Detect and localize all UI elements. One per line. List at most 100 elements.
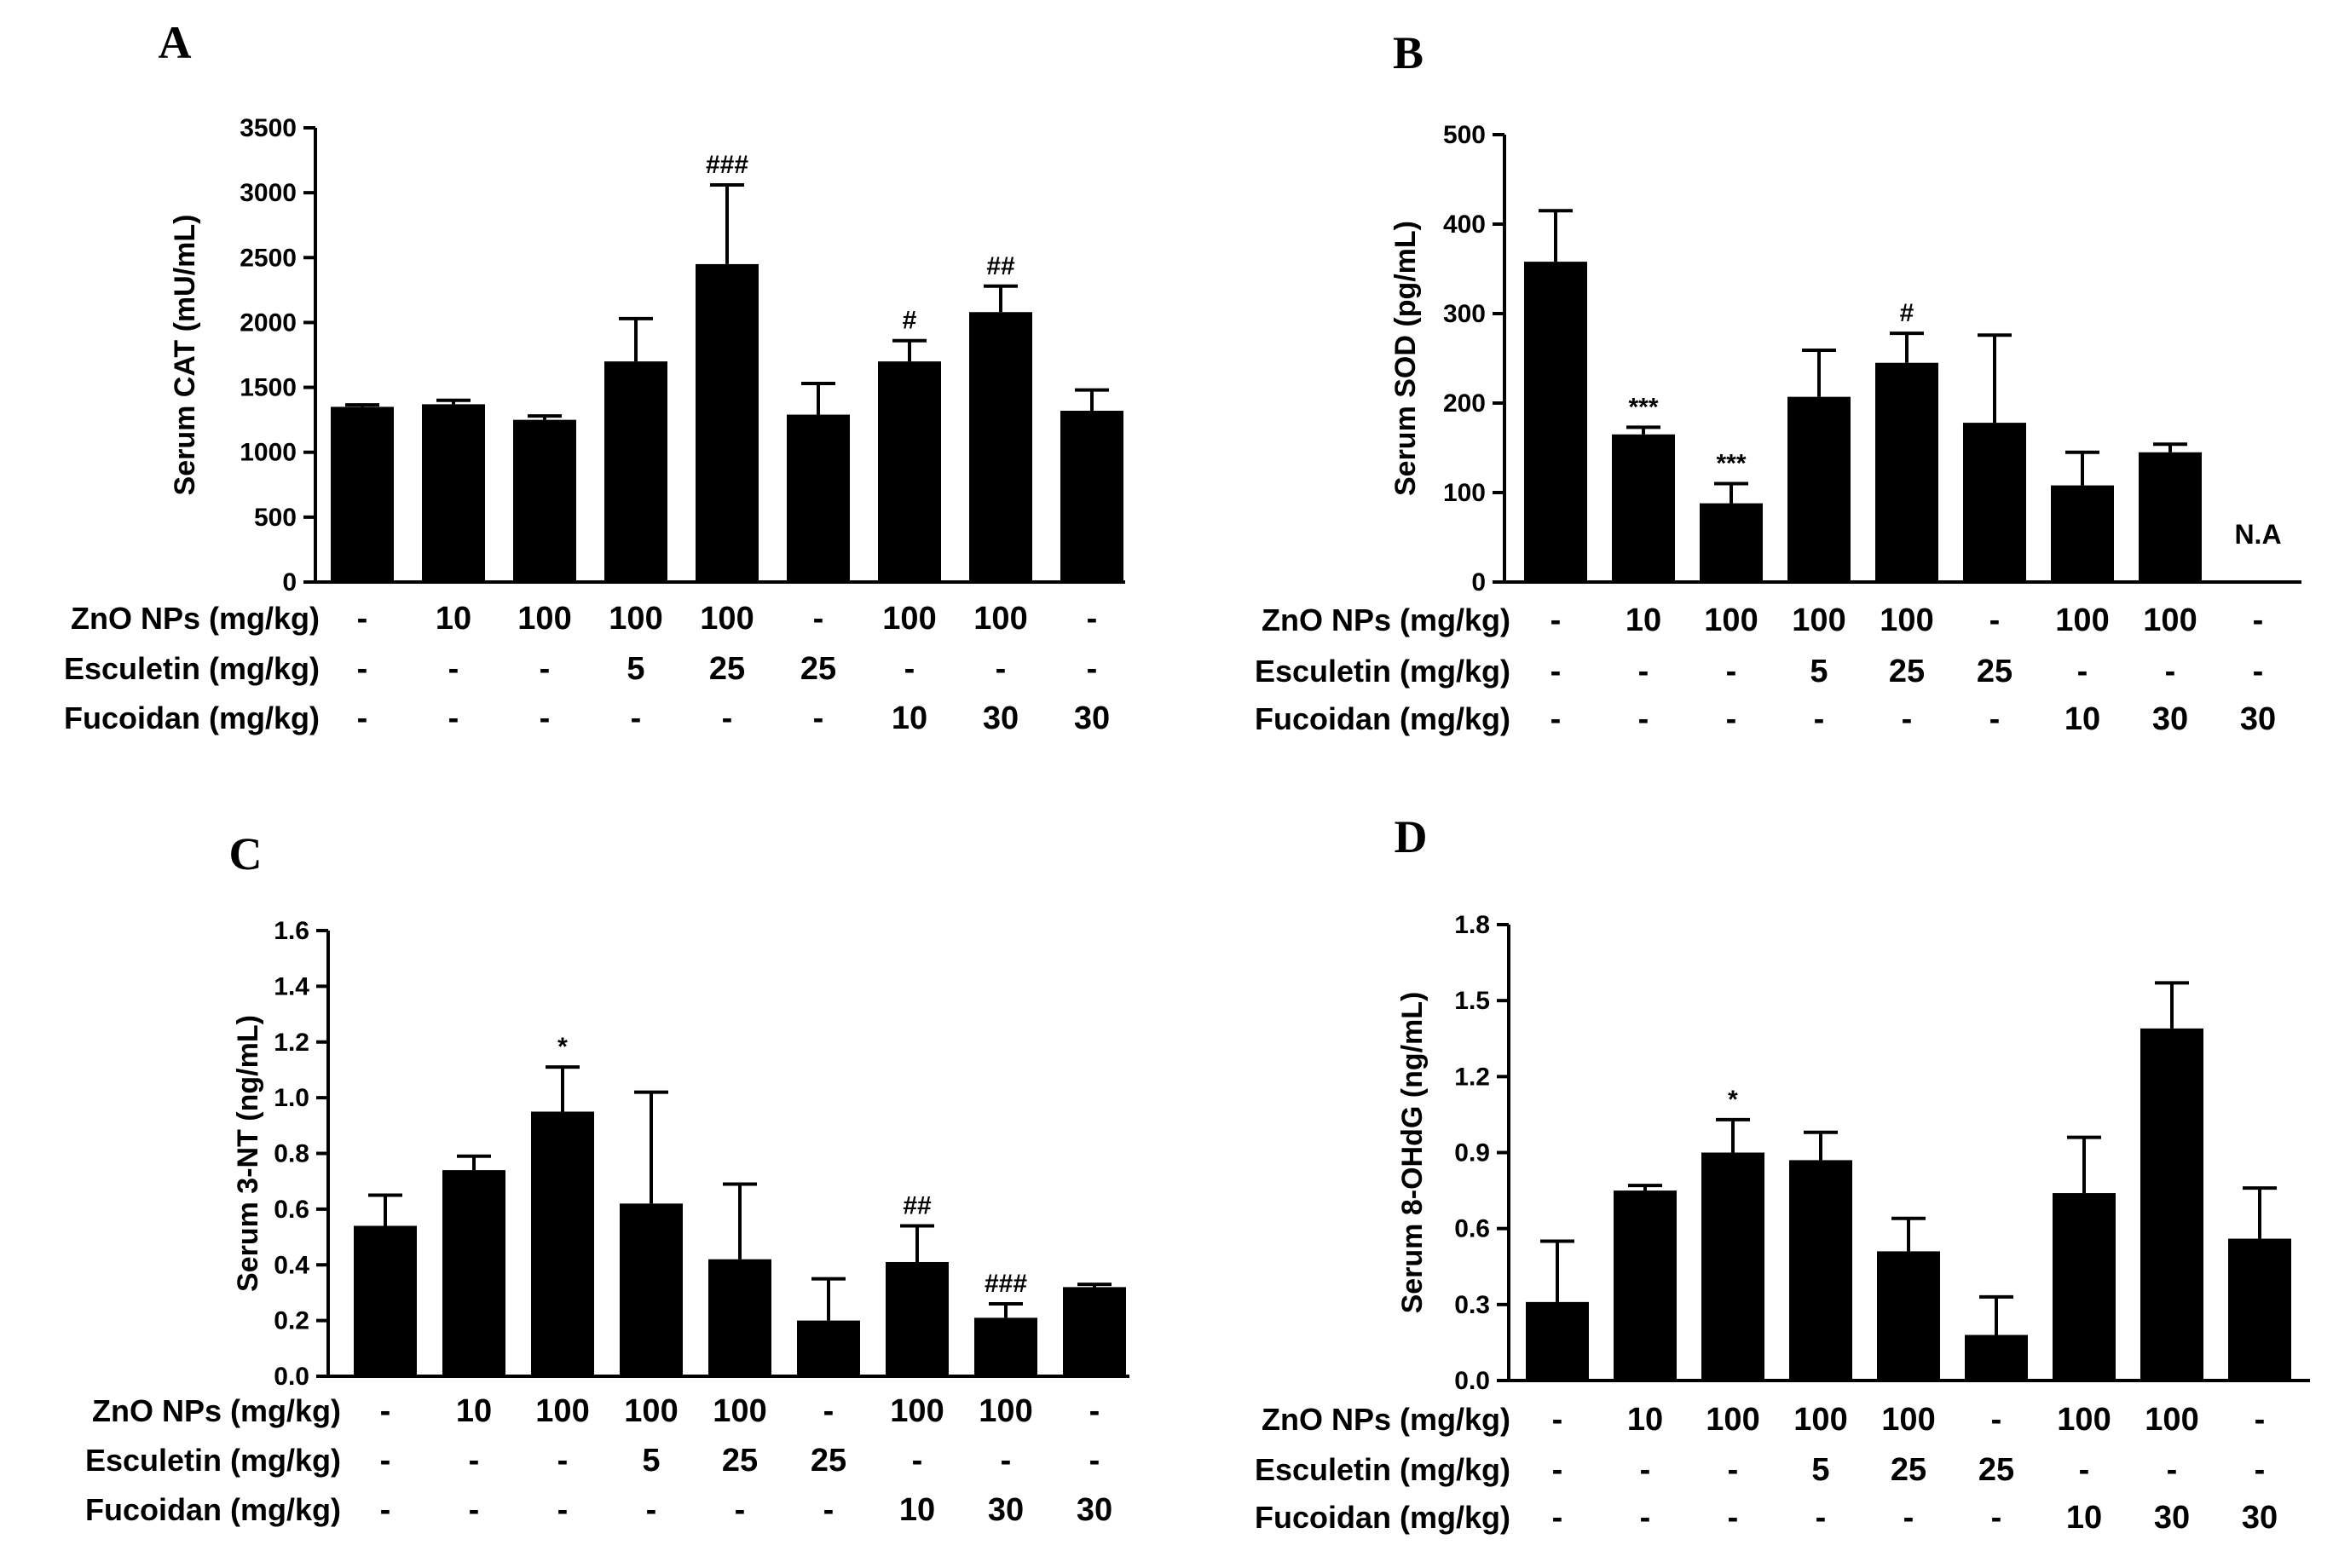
treatment-cell: - — [631, 700, 642, 736]
treatment-cell: 100 — [535, 1393, 589, 1429]
bar — [1963, 423, 2026, 582]
treatment-row-label: Fucoidan (mg/kg) — [64, 700, 320, 735]
treatment-cell: - — [357, 651, 368, 687]
treatment-cell: 30 — [2240, 701, 2276, 737]
treatment-cell: - — [813, 700, 824, 736]
treatment-cell: - — [1728, 1500, 1739, 1536]
y-tick-label: 0.2 — [274, 1307, 309, 1335]
y-tick-label: 500 — [254, 504, 297, 532]
y-tick-label: 0 — [282, 568, 297, 597]
treatment-cell: - — [1638, 654, 1649, 689]
treatment-cell: - — [2079, 1452, 2090, 1488]
y-tick-label: 1.0 — [274, 1084, 309, 1112]
treatment-cell: 100 — [2145, 1402, 2198, 1438]
treatment-cell: 25 — [1978, 1452, 2014, 1488]
bar — [1875, 362, 1938, 582]
bar — [1614, 1190, 1677, 1381]
y-axis-title: Serum 3-NT (ng/mL) — [232, 1015, 264, 1292]
treatment-cell: - — [1726, 654, 1737, 689]
treatment-cell: - — [1087, 601, 1098, 637]
treatment-cell: 30 — [1074, 700, 1110, 736]
treatment-cell: 30 — [983, 700, 1019, 736]
y-tick-label: 1.8 — [1454, 911, 1490, 939]
significance-marker: # — [1900, 299, 1914, 327]
bar — [620, 1203, 683, 1376]
treatment-cell: 5 — [1810, 654, 1828, 689]
na-label: N.A — [2234, 519, 2281, 550]
treatment-cell: 100 — [713, 1393, 766, 1429]
treatment-cell: 10 — [899, 1492, 935, 1528]
treatment-cell: 25 — [722, 1443, 758, 1479]
bar — [1877, 1251, 1940, 1381]
treatment-cell: 100 — [979, 1393, 1032, 1429]
y-tick-label: 0.4 — [274, 1251, 309, 1279]
treatment-cell: 10 — [892, 700, 927, 736]
treatment-cell: 10 — [436, 601, 471, 637]
treatment-cell: - — [2077, 654, 2088, 689]
treatment-cell: - — [1816, 1500, 1827, 1536]
bar — [797, 1320, 860, 1376]
treatment-cell: 5 — [642, 1443, 660, 1479]
y-tick-label: 0.9 — [1454, 1139, 1490, 1167]
bar — [696, 263, 759, 582]
treatment-cell: - — [912, 1443, 923, 1479]
treatment-cell: 100 — [1793, 1402, 1847, 1438]
bar — [442, 1170, 505, 1376]
y-tick-label: 2000 — [240, 308, 297, 337]
bar — [2053, 1193, 2116, 1381]
treatment-row-label: Fucoidan (mg/kg) — [1255, 701, 1510, 736]
treatment-row-label: Esculetin (mg/kg) — [1255, 654, 1510, 689]
treatment-cell: 100 — [624, 1393, 678, 1429]
panel-letter: B — [1393, 27, 1423, 78]
treatment-row-label: Esculetin (mg/kg) — [85, 1443, 341, 1478]
bar — [422, 404, 485, 582]
treatment-cell: 10 — [456, 1393, 492, 1429]
treatment-cell: - — [823, 1492, 834, 1528]
treatment-cell: - — [1638, 701, 1649, 737]
y-tick-label: 1.6 — [274, 917, 309, 945]
y-tick-label: 300 — [1443, 300, 1486, 328]
treatment-cell: - — [380, 1492, 391, 1528]
y-tick-label: 1.2 — [274, 1029, 309, 1057]
significance-marker: ## — [903, 1191, 932, 1219]
treatment-cell: - — [2165, 654, 2176, 689]
treatment-row-label: ZnO NPs (mg/kg) — [71, 601, 320, 636]
panel-d: D 0.0 0.3 0.6 0.9 1.2 1.5 1.8 Serum 8-OHdG (ng/m… — [1255, 811, 2310, 1536]
treatment-cell: - — [904, 651, 915, 687]
treatment-cell: - — [1903, 1500, 1914, 1536]
bar — [1063, 1287, 1126, 1376]
treatment-cell: - — [1991, 1500, 2002, 1536]
treatment-cell: - — [357, 700, 368, 736]
bar — [878, 361, 941, 582]
significance-marker: ### — [706, 151, 748, 179]
treatment-cell: - — [1814, 701, 1825, 737]
bar — [2139, 452, 2202, 582]
treatment-cell: - — [1640, 1452, 1651, 1488]
treatment-row-label: Fucoidan (mg/kg) — [85, 1492, 341, 1527]
y-tick-label: 0 — [1471, 568, 1486, 597]
treatment-cell: 100 — [1704, 602, 1758, 638]
treatment-cell: - — [469, 1443, 480, 1479]
y-axis-title: Serum SOD (pg/mL) — [1389, 221, 1422, 496]
bar — [1060, 410, 1123, 582]
treatment-cell: 30 — [2152, 701, 2188, 737]
treatment-cell: 100 — [2055, 602, 2109, 638]
y-tick-label: 200 — [1443, 389, 1486, 418]
y-tick-label: 0.6 — [274, 1196, 309, 1224]
treatment-cell: - — [469, 1492, 480, 1528]
treatment-cell: 10 — [1626, 602, 1661, 638]
significance-marker: ## — [986, 252, 1015, 280]
bar — [2140, 1028, 2203, 1381]
significance-marker: ### — [985, 1270, 1027, 1298]
treatment-cell: - — [357, 601, 368, 637]
treatment-cell: - — [1001, 1443, 1012, 1479]
bar — [1700, 503, 1763, 582]
bar — [1612, 434, 1675, 582]
treatment-cell: - — [813, 601, 824, 637]
treatment-cell: - — [1640, 1500, 1651, 1536]
bar — [2228, 1238, 2291, 1381]
y-tick-label: 1.5 — [1454, 987, 1490, 1015]
y-tick-label: 0.6 — [1454, 1215, 1490, 1243]
significance-marker: *** — [1628, 393, 1658, 421]
